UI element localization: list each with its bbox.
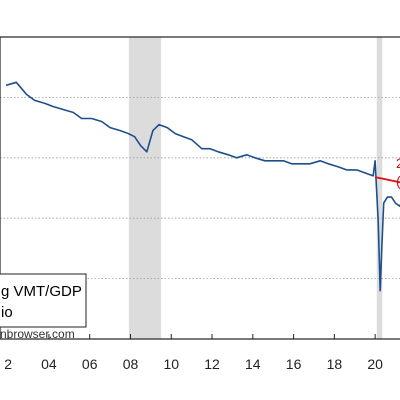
legend-box: g VMT/GDP io	[0, 273, 87, 328]
x-tick-label-2: 06	[82, 356, 98, 372]
x-tick-label-8: 18	[327, 356, 343, 372]
legend-entry-ratio: io	[1, 304, 13, 321]
source-note: nbrowser.com	[0, 327, 75, 341]
recession-bands	[128, 37, 383, 339]
annotation-1: 2	[396, 155, 400, 171]
series-line-red	[374, 176, 400, 184]
series-lines	[5, 81, 400, 292]
x-axis-ticks: 20406081012141618202	[4, 334, 383, 372]
legend-entry-vmt-gdp: g VMT/GDP	[1, 283, 82, 300]
x-tick-label-7: 16	[286, 356, 302, 372]
x-tick-label-6: 14	[245, 356, 261, 372]
x-tick-label-3: 08	[123, 356, 139, 372]
x-tick-label-5: 12	[204, 356, 220, 372]
x-tick-label-4: 10	[163, 356, 179, 372]
series-line-vmt-gdp	[5, 81, 400, 292]
recession-band-0	[128, 37, 162, 339]
recession-band-1	[376, 37, 383, 339]
x-tick-label-1: 04	[41, 356, 57, 372]
x-tick-label-9: 20	[367, 356, 383, 372]
x-tick-label-0: 2	[4, 356, 12, 372]
annotation-2: (	[396, 173, 400, 189]
plot-frame	[0, 36, 400, 340]
